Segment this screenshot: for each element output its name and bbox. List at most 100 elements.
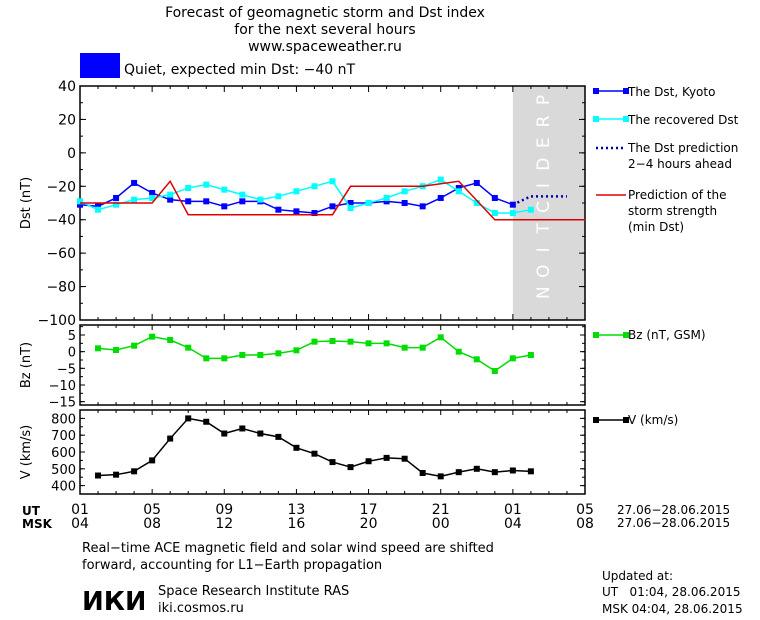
y-tick-label: 20 xyxy=(58,112,76,128)
data-point xyxy=(113,347,120,353)
data-point xyxy=(77,201,83,208)
data-point xyxy=(185,344,192,351)
data-point xyxy=(491,210,498,217)
x-tick-label-msk: 12 xyxy=(215,516,233,532)
x-tick-label-msk: 20 xyxy=(360,516,378,532)
data-point xyxy=(167,196,174,203)
data-point xyxy=(401,200,408,206)
chart-title-line2: for the next several hours xyxy=(234,22,416,38)
data-point xyxy=(275,206,282,213)
data-point xyxy=(167,435,174,442)
data-point xyxy=(365,200,372,206)
data-point xyxy=(149,457,156,464)
y-axis-title: Dst (nT) xyxy=(19,177,34,229)
x-tick-label-ut: 05 xyxy=(143,502,161,518)
prediction-band xyxy=(512,86,585,320)
prediction-letter: C xyxy=(534,201,554,213)
data-point xyxy=(455,348,462,355)
data-point xyxy=(113,471,120,478)
legend-dst-kyoto-marker-start xyxy=(593,88,599,94)
institute-site-link[interactable]: iki.cosmos.ru xyxy=(158,601,244,616)
data-point xyxy=(383,340,390,347)
x-tick-label-ut: 01 xyxy=(504,502,522,518)
y-axis-title: Bz (nT) xyxy=(19,342,34,388)
data-point xyxy=(347,205,354,212)
data-point xyxy=(131,179,138,186)
note-line1: Real−time ACE magnetic field and solar w… xyxy=(82,541,494,556)
prediction-letter: O xyxy=(534,265,554,278)
data-point xyxy=(185,184,192,191)
data-point xyxy=(149,333,156,340)
y-tick-label: −5 xyxy=(57,362,76,377)
data-point xyxy=(257,196,264,203)
legend-dst-kyoto-label: The Dst, Kyoto xyxy=(628,85,716,99)
updated-msk: MSK 04:04, 28.06.2015 xyxy=(602,602,743,616)
chart-title-line1: Forecast of geomagnetic storm and Dst in… xyxy=(165,5,485,21)
data-point xyxy=(437,334,444,341)
legend-bz-marker-end xyxy=(623,332,629,338)
y-tick-label: −40 xyxy=(46,213,76,229)
data-point xyxy=(131,342,138,349)
y-tick-label: −10 xyxy=(49,379,76,394)
website-link[interactable]: www.spaceweather.ru xyxy=(248,39,402,55)
institute-name: Space Research Institute RAS xyxy=(158,584,350,599)
data-point xyxy=(239,425,246,432)
data-point xyxy=(203,418,210,425)
x-tick-label-msk: 04 xyxy=(71,516,89,532)
data-point xyxy=(221,430,228,437)
x-tick-label-msk: 08 xyxy=(576,516,594,532)
data-point xyxy=(419,470,426,476)
data-point xyxy=(347,200,354,206)
data-point xyxy=(293,347,300,354)
x-tick-label-msk: 16 xyxy=(288,516,306,532)
data-point xyxy=(113,194,120,201)
series-line xyxy=(98,417,531,478)
data-point xyxy=(257,352,264,358)
data-point xyxy=(473,356,480,363)
series-line xyxy=(79,178,532,214)
legend-recovered-dst-label: The recovered Dst xyxy=(628,113,739,127)
data-point xyxy=(293,444,300,451)
legend-recovered-dst-marker-start xyxy=(593,116,599,122)
legend-velocity-marker-end xyxy=(623,417,629,423)
data-point xyxy=(401,188,408,195)
data-point xyxy=(77,198,83,205)
x-tick-label-msk: 04 xyxy=(504,516,522,532)
y-tick-label: 0 xyxy=(68,346,76,361)
prediction-letter: I xyxy=(534,247,554,252)
data-point xyxy=(347,338,354,345)
plot-frame xyxy=(79,409,586,495)
y-tick-label: 800 xyxy=(51,412,76,427)
data-point xyxy=(275,350,282,357)
x-tick-label-ut: 09 xyxy=(215,502,233,518)
y-tick-label: 0 xyxy=(67,146,76,162)
data-point xyxy=(509,355,516,362)
data-point xyxy=(527,352,534,358)
data-point xyxy=(293,208,300,215)
msk-axis-label: MSK xyxy=(22,517,52,531)
prediction-letter: E xyxy=(534,137,554,148)
data-point xyxy=(239,191,246,198)
data-point xyxy=(455,469,462,476)
y-tick-label: 400 xyxy=(51,480,76,495)
prediction-letter: D xyxy=(534,158,554,171)
data-point xyxy=(113,201,120,208)
data-point xyxy=(365,340,372,347)
prediction-letter: N xyxy=(534,286,554,299)
note-line2: forward, accounting for L1−Earth propaga… xyxy=(82,558,383,573)
ut-date-range: 27.06−28.06.2015 xyxy=(617,503,731,517)
data-point xyxy=(185,415,192,422)
data-point xyxy=(239,352,246,358)
data-point xyxy=(149,194,156,201)
data-point xyxy=(95,472,102,479)
data-point xyxy=(311,210,318,217)
panel-1: 5 0−5 −10 −15 Bz (nT) xyxy=(19,324,586,411)
data-point xyxy=(473,200,480,206)
data-point xyxy=(383,198,390,205)
y-axis-title: V (km/s) xyxy=(19,425,34,480)
x-tick-label-ut: 05 xyxy=(576,502,594,518)
data-point xyxy=(419,344,426,351)
data-point xyxy=(239,198,246,205)
data-point xyxy=(455,188,462,195)
